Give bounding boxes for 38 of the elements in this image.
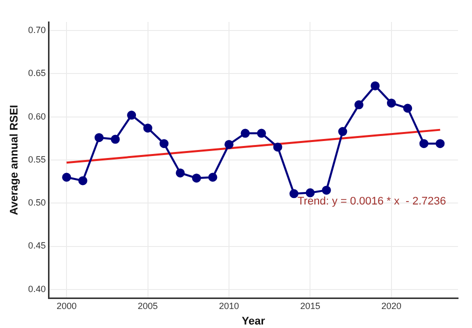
point <box>208 172 218 182</box>
point <box>94 133 104 142</box>
x-tick-label: 2020 <box>381 300 402 311</box>
point <box>62 172 72 182</box>
x-tick-label: 2015 <box>300 300 320 311</box>
point <box>78 176 88 186</box>
point <box>370 81 380 90</box>
point <box>240 128 250 138</box>
point <box>176 168 185 178</box>
x-tick-label: 2000 <box>56 300 77 311</box>
x-tick-label: 2010 <box>218 300 240 311</box>
y-tick-label: 0.50 <box>28 198 46 208</box>
point <box>338 127 348 136</box>
point <box>403 104 412 113</box>
point <box>436 139 445 148</box>
y-tick-label: 0.55 <box>28 154 46 164</box>
point <box>322 186 331 195</box>
y-tick-label: 0.70 <box>28 25 46 36</box>
y-axis-title: Average annual RSEI <box>8 104 21 216</box>
y-tick-label: 0.45 <box>28 240 46 251</box>
point <box>273 142 282 152</box>
point <box>354 100 364 110</box>
y-tick-label: 0.40 <box>28 284 46 294</box>
point <box>143 124 152 133</box>
point <box>110 134 120 144</box>
y-tick-label: 0.65 <box>28 68 46 78</box>
point <box>192 174 202 183</box>
y-tick-label: 0.60 <box>28 111 46 122</box>
point <box>160 139 169 148</box>
annotation: Trend: y = 0.0016 * x - 2.7236 <box>298 195 446 208</box>
point <box>386 98 396 108</box>
point <box>419 139 428 148</box>
x-axis-title: Year <box>242 315 266 328</box>
x-tick-label: 2005 <box>138 300 158 311</box>
point <box>289 189 298 198</box>
point <box>127 110 136 120</box>
point <box>256 128 266 138</box>
point <box>224 140 234 149</box>
